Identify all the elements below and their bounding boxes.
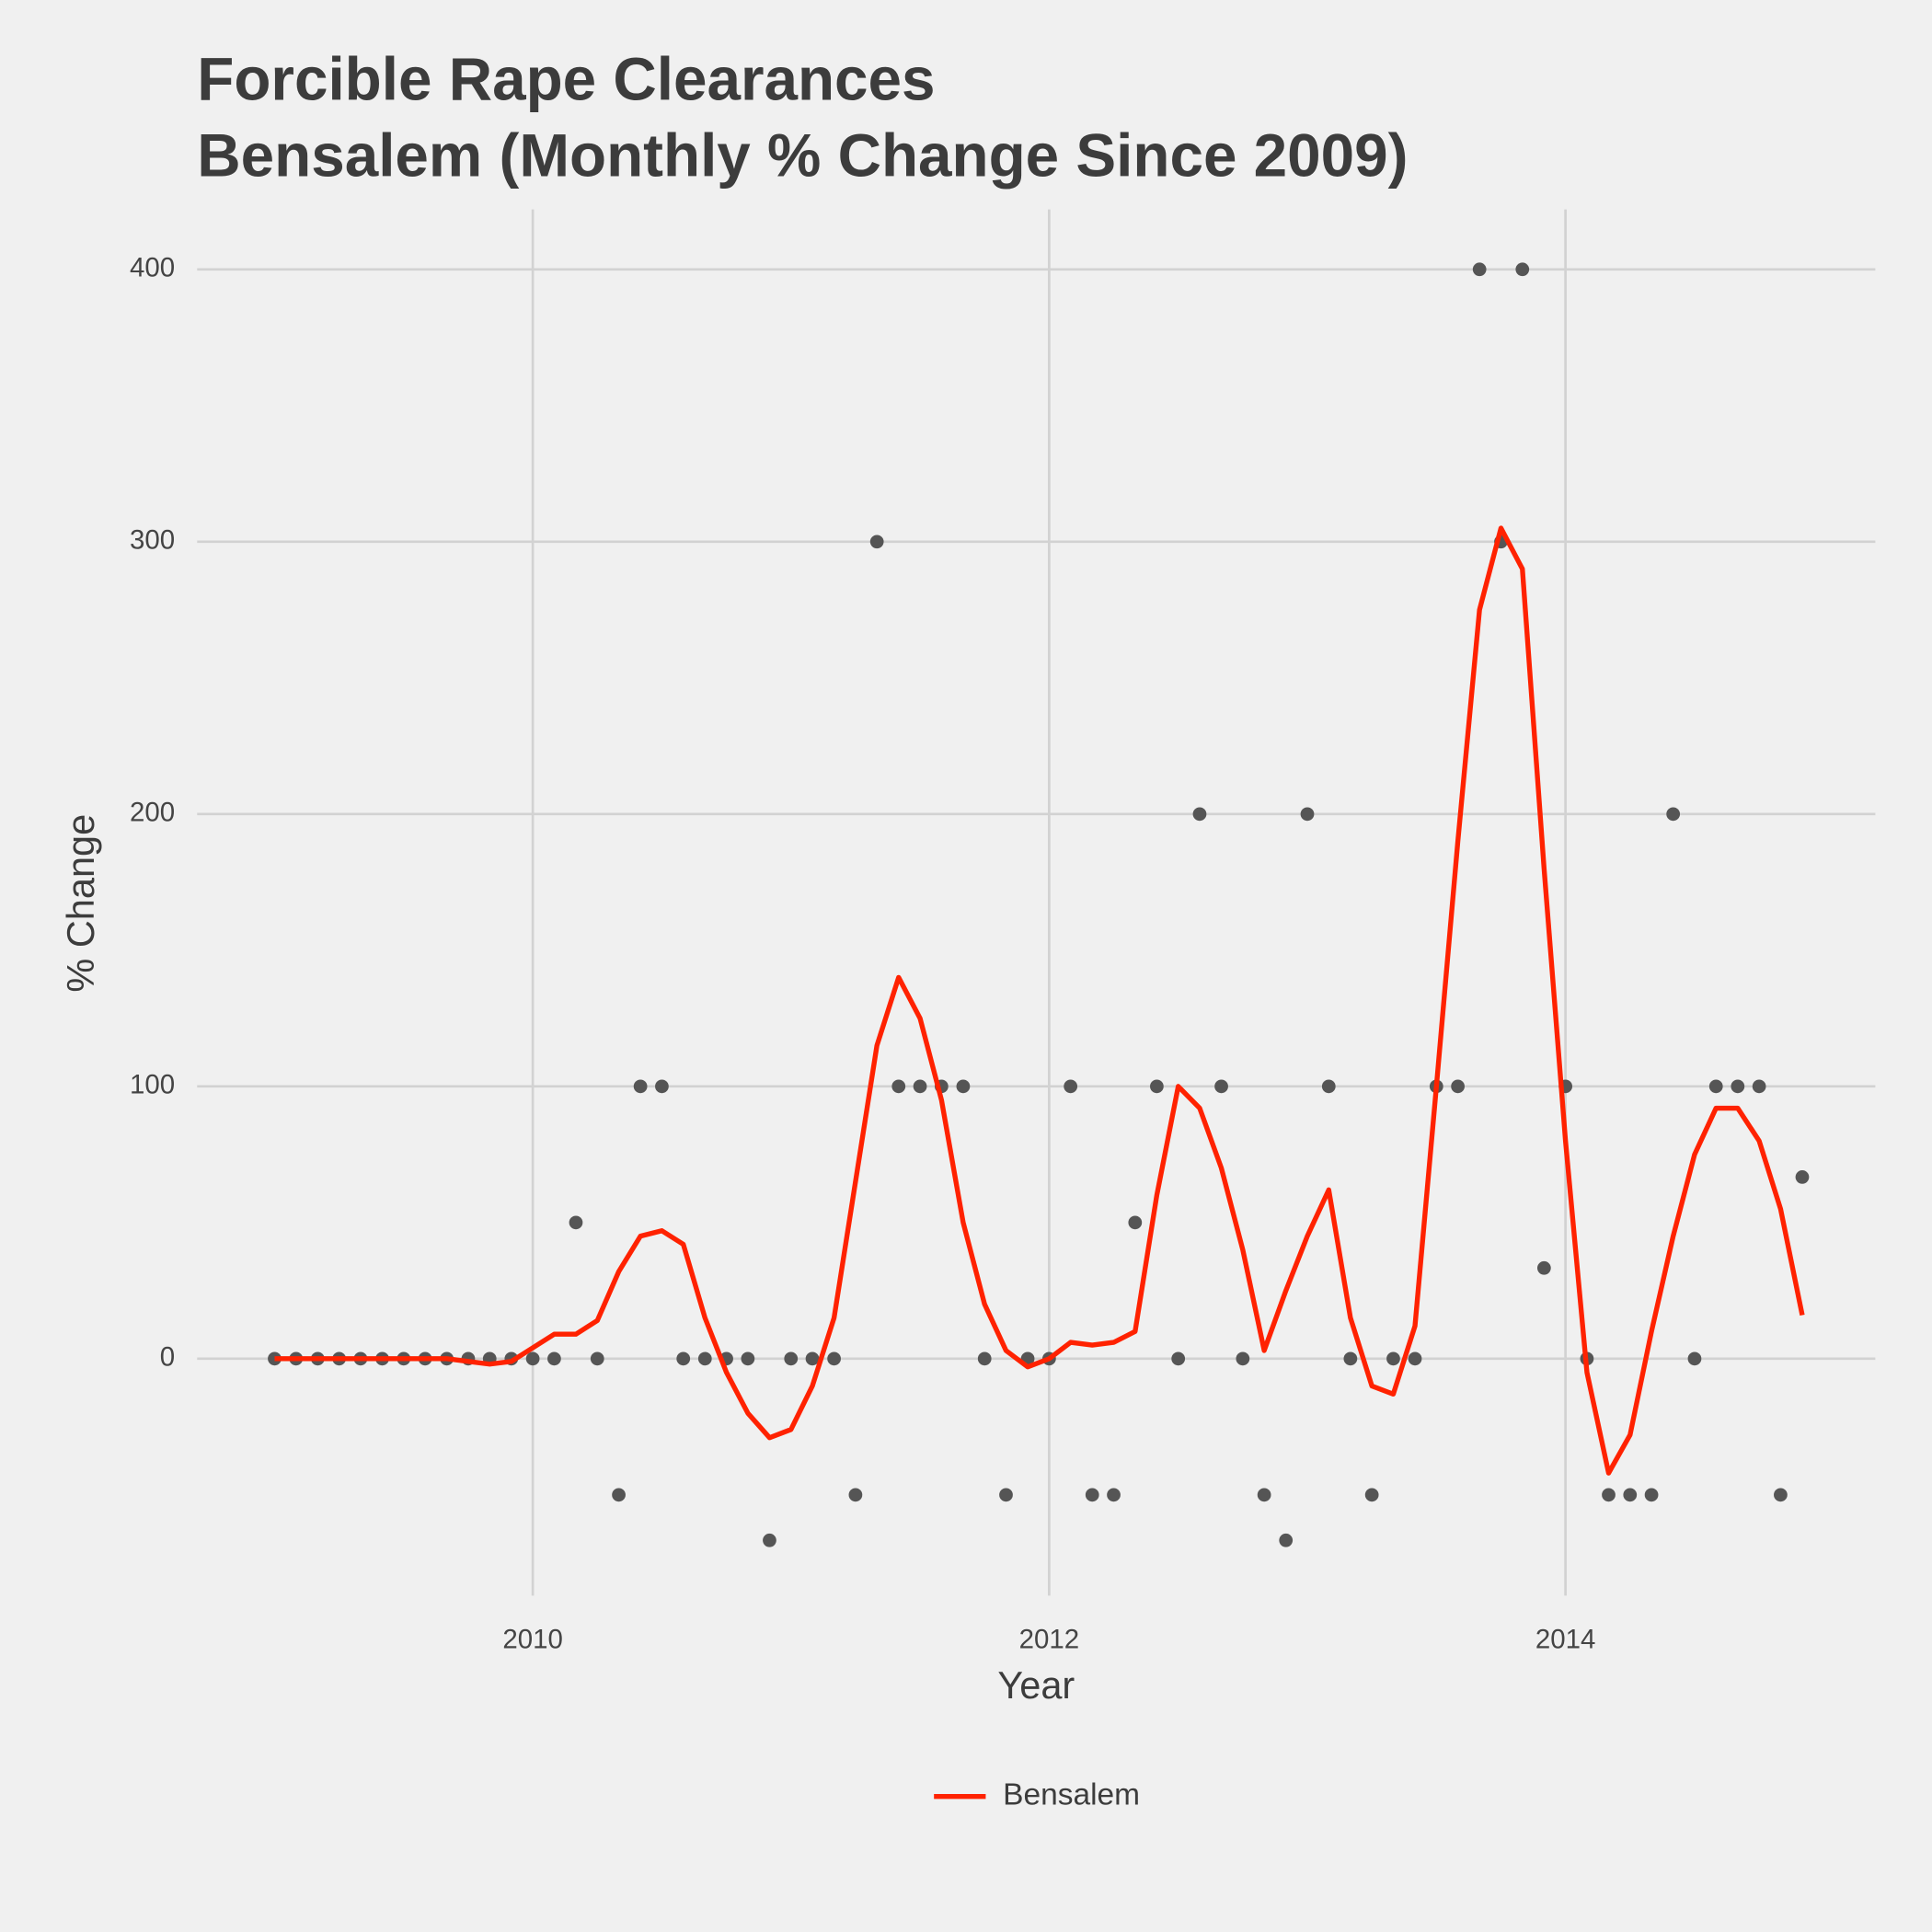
data-point <box>1150 1079 1164 1094</box>
data-point <box>913 1079 927 1094</box>
legend-label: Bensalem <box>1003 1778 1140 1812</box>
y-tick-label: 200 <box>130 798 175 828</box>
data-point <box>869 535 884 549</box>
data-point <box>1236 1351 1250 1366</box>
data-point <box>633 1079 648 1094</box>
data-point <box>827 1351 841 1366</box>
data-point <box>1300 807 1315 822</box>
line-series <box>274 525 1805 1476</box>
data-point <box>1192 807 1207 822</box>
chart-title: Bensalem (Monthly % Change Since 2009) <box>197 121 1408 189</box>
data-point <box>1408 1351 1422 1366</box>
data-point <box>1774 1488 1788 1502</box>
data-point <box>612 1488 626 1502</box>
data-point <box>741 1351 755 1366</box>
data-point <box>1536 1260 1551 1275</box>
data-point <box>1451 1079 1465 1094</box>
data-point <box>805 1351 820 1366</box>
data-point <box>1687 1351 1702 1366</box>
data-point <box>1343 1351 1358 1366</box>
data-point <box>590 1351 604 1366</box>
data-point <box>1364 1488 1379 1502</box>
data-point <box>1064 1079 1078 1094</box>
data-point <box>1128 1215 1143 1230</box>
x-tick-label: 2014 <box>1535 1625 1596 1655</box>
data-point <box>1107 1488 1121 1502</box>
data-point <box>1666 807 1681 822</box>
data-point <box>1257 1488 1271 1502</box>
data-point <box>1321 1079 1336 1094</box>
y-tick-label: 400 <box>130 253 175 283</box>
chart-title: Forcible Rape Clearances <box>197 45 935 112</box>
y-tick-label: 100 <box>130 1070 175 1100</box>
data-point <box>1731 1079 1745 1094</box>
data-point <box>784 1351 799 1366</box>
y-tick-label: 0 <box>160 1342 175 1373</box>
data-point <box>999 1488 1013 1502</box>
data-point <box>1623 1488 1638 1502</box>
data-point <box>676 1351 691 1366</box>
x-tick-label: 2012 <box>1019 1625 1080 1655</box>
data-point <box>1386 1351 1400 1366</box>
data-point <box>697 1351 712 1366</box>
data-point <box>956 1079 971 1094</box>
data-point <box>1708 1079 1723 1094</box>
data-point <box>1602 1488 1616 1502</box>
data-point <box>977 1351 992 1366</box>
data-point <box>547 1351 561 1366</box>
data-point <box>1752 1079 1766 1094</box>
data-point <box>1279 1533 1294 1547</box>
data-point <box>1085 1488 1099 1502</box>
data-point <box>891 1079 906 1094</box>
y-axis-label: % Change <box>59 814 102 993</box>
x-axis-label: Year <box>997 1663 1075 1707</box>
data-point <box>655 1079 669 1094</box>
data-point <box>848 1488 863 1502</box>
data-point <box>1515 262 1530 277</box>
x-tick-label: 2010 <box>502 1625 563 1655</box>
data-point <box>1644 1488 1659 1502</box>
y-tick-label: 300 <box>130 525 175 556</box>
data-point <box>1214 1079 1228 1094</box>
data-point <box>1795 1170 1810 1184</box>
data-point <box>763 1533 776 1547</box>
data-point <box>569 1215 583 1230</box>
data-point <box>1171 1351 1186 1366</box>
data-point <box>1472 262 1487 277</box>
data-point <box>525 1351 540 1366</box>
